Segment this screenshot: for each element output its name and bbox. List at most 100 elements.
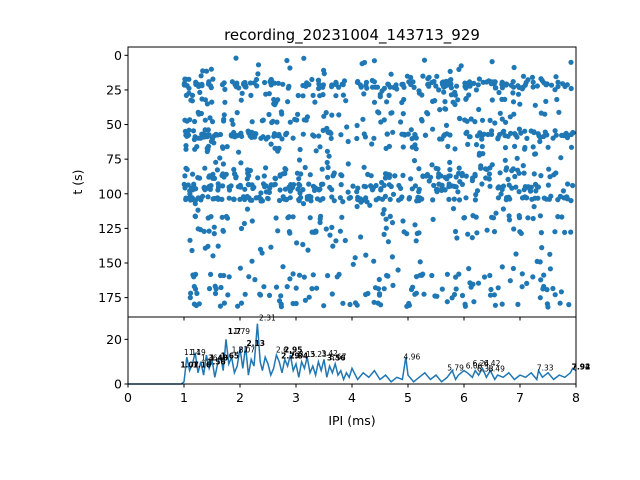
raster-point	[328, 130, 334, 136]
raster-point	[325, 174, 331, 180]
raster-point	[510, 84, 517, 90]
peak-label: 1.07	[180, 360, 199, 369]
raster-point	[213, 286, 219, 292]
raster-point	[513, 184, 519, 190]
raster-point	[376, 195, 382, 201]
raster-point	[486, 171, 492, 177]
raster-point	[307, 215, 313, 221]
raster-point	[338, 172, 344, 178]
raster-point	[547, 266, 554, 272]
raster-point	[560, 188, 567, 194]
raster-point	[540, 286, 546, 292]
raster-point	[361, 131, 367, 137]
raster-point	[266, 91, 272, 97]
raster-point	[208, 138, 214, 144]
raster-point	[453, 286, 459, 292]
raster-point	[459, 173, 465, 179]
raster-point	[390, 282, 396, 288]
raster-point	[421, 291, 427, 297]
raster-point	[315, 78, 322, 84]
raster-point	[408, 74, 414, 81]
raster-point	[275, 148, 281, 154]
raster-point	[290, 300, 296, 307]
raster-point	[495, 195, 501, 201]
raster-point	[354, 122, 360, 129]
chart-title: recording_20231004_143713_929	[224, 26, 480, 45]
raster-point	[219, 144, 226, 150]
raster-point	[261, 173, 267, 179]
raster-point	[387, 213, 393, 219]
raster-point	[203, 186, 209, 192]
raster-point	[239, 90, 245, 96]
raster-point	[386, 174, 392, 180]
raster-point	[208, 85, 214, 91]
raster-point	[426, 178, 432, 184]
raster-point	[191, 301, 197, 307]
raster-point	[384, 131, 390, 137]
raster-point	[323, 226, 329, 232]
peak-label: 6.42	[484, 359, 501, 368]
raster-point	[271, 182, 277, 188]
raster-point	[545, 144, 551, 150]
raster-point	[202, 127, 208, 133]
raster-point	[553, 170, 559, 176]
raster-point	[300, 82, 306, 89]
raster-point	[329, 291, 335, 297]
raster-point	[507, 114, 513, 120]
raster-point	[520, 73, 527, 79]
raster-point	[509, 168, 515, 174]
raster-point	[413, 146, 419, 152]
raster-point	[196, 110, 202, 116]
raster-point	[278, 293, 284, 299]
raster-point	[245, 182, 251, 188]
raster-point	[190, 128, 197, 134]
raster-point	[381, 85, 387, 91]
raster-point	[568, 198, 574, 204]
peak-label: 3.67	[330, 352, 347, 361]
x-tick-label: 4	[348, 390, 356, 405]
raster-point	[518, 130, 524, 136]
raster-point	[500, 206, 506, 212]
raster-point	[467, 280, 473, 286]
raster-point	[432, 293, 438, 299]
raster-point	[337, 195, 343, 201]
raster-point	[186, 85, 192, 91]
peak-label: 7.92	[572, 363, 591, 372]
raster-point	[480, 151, 486, 157]
raster-points	[181, 55, 576, 310]
raster-point	[286, 184, 292, 190]
peak-label: 1.14	[184, 348, 201, 357]
raster-point	[331, 198, 337, 204]
raster-point	[329, 112, 335, 118]
raster-point	[186, 127, 192, 133]
raster-point	[544, 287, 550, 293]
raster-point	[247, 197, 253, 203]
raster-point	[387, 84, 393, 90]
raster-point	[434, 189, 440, 195]
raster-point	[510, 90, 516, 96]
y-tick-label: 100	[98, 186, 122, 201]
raster-point	[451, 196, 457, 202]
raster-point	[277, 187, 283, 193]
raster-point	[411, 158, 418, 164]
raster-point	[546, 196, 553, 202]
raster-point	[507, 196, 513, 202]
raster-point	[300, 241, 306, 248]
raster-point	[287, 230, 293, 236]
raster-point	[458, 63, 464, 69]
raster-point	[253, 76, 260, 83]
raster-point	[481, 274, 488, 280]
raster-point	[461, 215, 467, 221]
raster-point	[441, 84, 447, 90]
raster-point	[501, 128, 507, 134]
raster-point	[486, 176, 492, 182]
raster-point	[238, 184, 244, 190]
raster-point	[456, 165, 462, 171]
raster-point	[257, 292, 264, 298]
raster-point	[215, 181, 221, 187]
raster-point	[201, 228, 207, 234]
raster-point	[492, 79, 498, 85]
peak-label: 1.65	[221, 351, 240, 360]
raster-point	[234, 110, 240, 116]
raster-point	[389, 254, 395, 260]
